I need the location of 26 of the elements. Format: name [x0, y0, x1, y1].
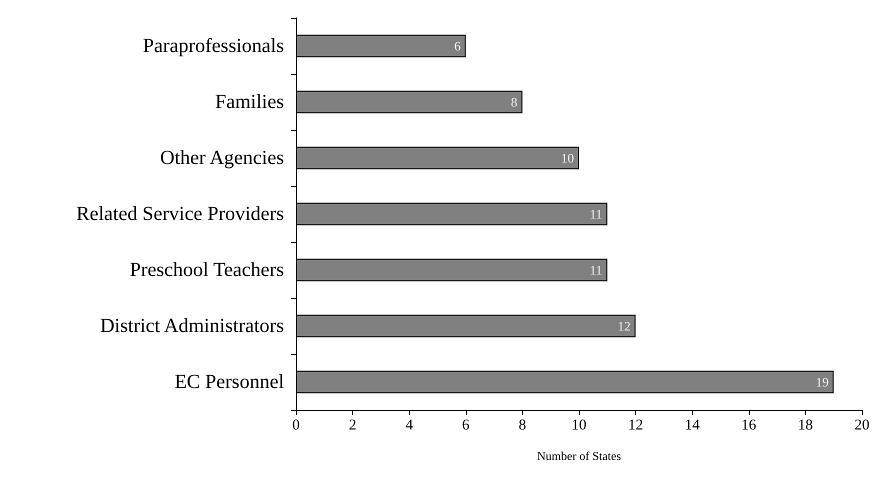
y-tick-label: Related Service Providers: [76, 203, 284, 225]
x-tick-label: 16: [741, 418, 757, 434]
data-label: 11: [590, 262, 602, 278]
x-tick-label: 18: [798, 418, 813, 434]
x-tick-label: 2: [348, 418, 356, 434]
y-tick-label: EC Personnel: [174, 371, 284, 393]
data-label: 11: [590, 206, 602, 222]
y-tick-label: Preschool Teachers: [130, 259, 284, 281]
x-tick-label: 0: [292, 418, 300, 434]
data-label: 10: [561, 150, 574, 166]
x-tick-label: 14: [684, 418, 700, 434]
y-tick-label: Paraprofessionals: [142, 35, 284, 57]
x-axis-title: Number of States: [537, 449, 622, 463]
data-label: 6: [454, 38, 462, 54]
y-tick-label: District Administrators: [100, 315, 284, 337]
x-tick-label: 4: [405, 418, 414, 434]
data-label: 8: [510, 94, 518, 110]
x-tick-label: 10: [572, 418, 586, 434]
x-tick-label: 8: [518, 418, 526, 434]
y-tick-label: Other Agencies: [160, 147, 284, 169]
x-tick-label: 12: [628, 418, 644, 434]
y-tick-label: Families: [215, 91, 284, 113]
data-label: 12: [618, 318, 631, 334]
x-tick-label: 6: [462, 418, 470, 434]
x-tick-label: 20: [854, 418, 870, 434]
data-label: 19: [816, 374, 829, 390]
